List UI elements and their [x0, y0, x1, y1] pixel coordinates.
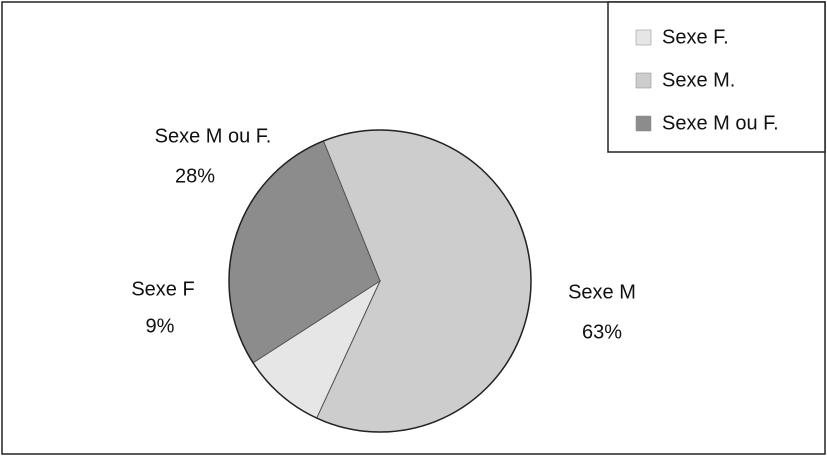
legend-swatch [635, 72, 652, 89]
slice-label: Sexe M ou F. [155, 125, 272, 147]
slice-value-label: 9% [146, 315, 175, 337]
legend-label: Sexe M ou F. [662, 112, 779, 134]
legend-swatch [635, 115, 652, 132]
legend-label: Sexe F. [662, 26, 729, 48]
slice-value-label: 63% [582, 321, 622, 343]
pie-outline [228, 129, 532, 433]
slice-value-label: 28% [175, 165, 215, 187]
legend-label: Sexe M. [662, 69, 735, 91]
slice-label: Sexe M [568, 281, 636, 303]
slice-label: Sexe F [131, 278, 194, 300]
legend-swatch [635, 29, 652, 46]
